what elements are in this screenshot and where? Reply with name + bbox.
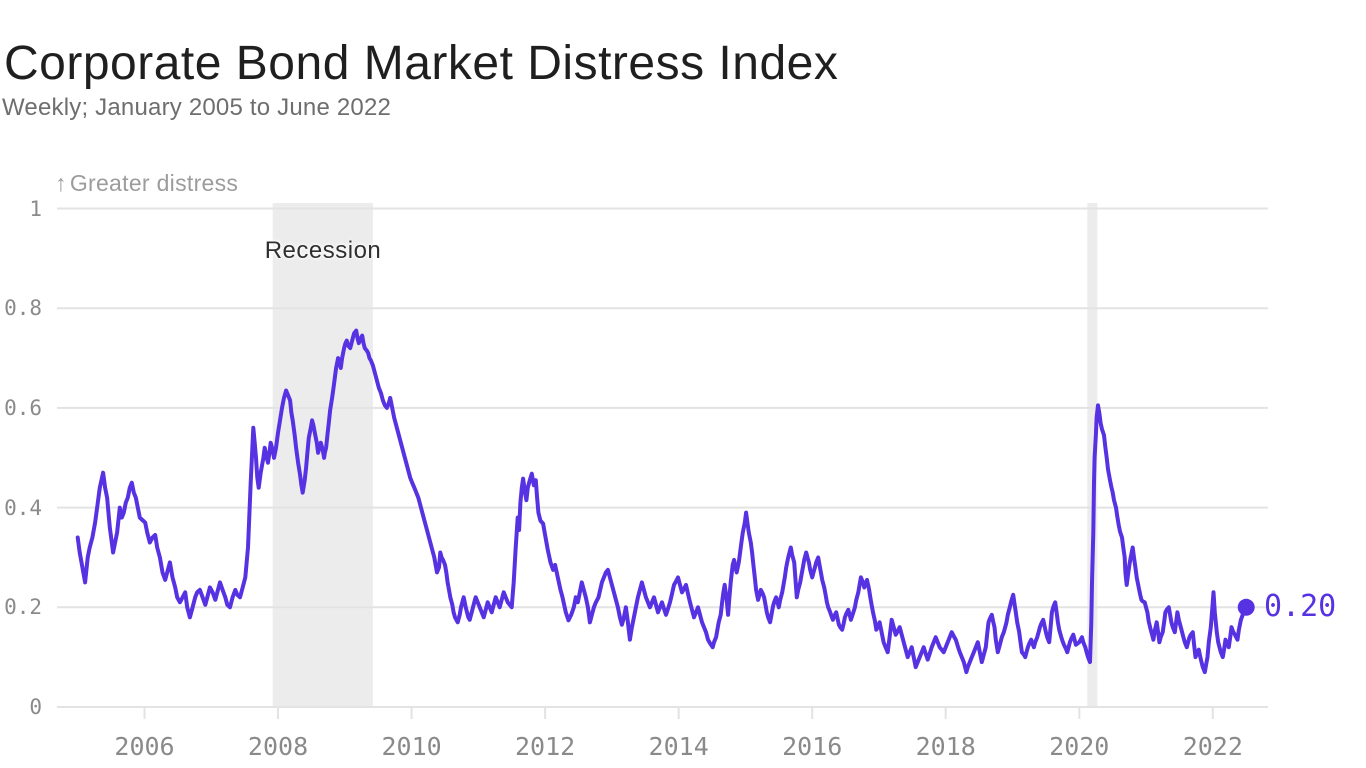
end-point-dot — [1237, 598, 1255, 616]
x-tick-label: 2014 — [648, 732, 709, 761]
x-tick-label: 2006 — [114, 732, 175, 761]
x-tick-label: 2016 — [782, 732, 843, 761]
recession-band — [1087, 203, 1098, 707]
x-tick-label: 2020 — [1049, 732, 1110, 761]
recession-annotation: Recession — [264, 237, 382, 264]
y-tick-label: 0.4 — [4, 495, 42, 520]
chart-subtitle: Weekly; January 2005 to June 2022 — [2, 94, 392, 121]
y-axis-note: ↑ Greater distress — [55, 170, 238, 197]
x-tick-label: 2022 — [1182, 732, 1243, 761]
y-tick-label: 0 — [29, 695, 42, 719]
y-tick-label: 0.2 — [4, 595, 42, 620]
x-tick-label: 2012 — [515, 732, 576, 761]
axis-note-label: Greater distress — [69, 170, 239, 196]
y-tick-label: 1 — [29, 196, 42, 221]
up-arrow-icon: ↑ — [55, 170, 67, 196]
x-tick-label: 2018 — [915, 732, 976, 761]
latest-value-label: 0.20 — [1264, 589, 1337, 624]
y-tick-label: 0.8 — [4, 296, 42, 321]
x-tick-label: 2010 — [381, 732, 442, 761]
distress-index-line — [75, 328, 1249, 675]
x-tick-label: 2008 — [247, 732, 309, 761]
y-tick-label: 0.6 — [4, 395, 42, 420]
page-title: Corporate Bond Market Distress Index — [4, 37, 839, 91]
